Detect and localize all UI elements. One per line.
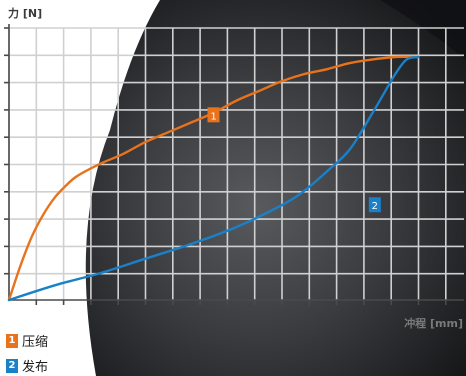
axes	[4, 24, 464, 305]
series-line-1	[7, 55, 420, 302]
y-axis-title: 力 [N]	[8, 6, 42, 20]
series-marker-1	[207, 107, 220, 123]
series-marker-label-2: 2	[372, 201, 378, 212]
x-axis-title: 冲程 [mm]	[404, 316, 463, 330]
series-layer: 12	[7, 55, 420, 302]
background-shape	[85, 0, 466, 376]
background-shape-rim	[380, 0, 466, 60]
legend-swatch-2: 2	[6, 358, 18, 373]
legend-label-1: 压缩	[22, 335, 49, 350]
legend-swatch-1: 1	[6, 333, 18, 348]
legend-label-2: 发布	[22, 360, 49, 375]
series-marker-2	[368, 197, 381, 213]
series-marker-label-1: 1	[210, 111, 216, 122]
grid	[8, 27, 464, 300]
legend-item-2: 2 发布	[6, 356, 48, 375]
series-line-2	[7, 55, 420, 302]
legend-item-1: 1 压缩	[6, 331, 48, 350]
